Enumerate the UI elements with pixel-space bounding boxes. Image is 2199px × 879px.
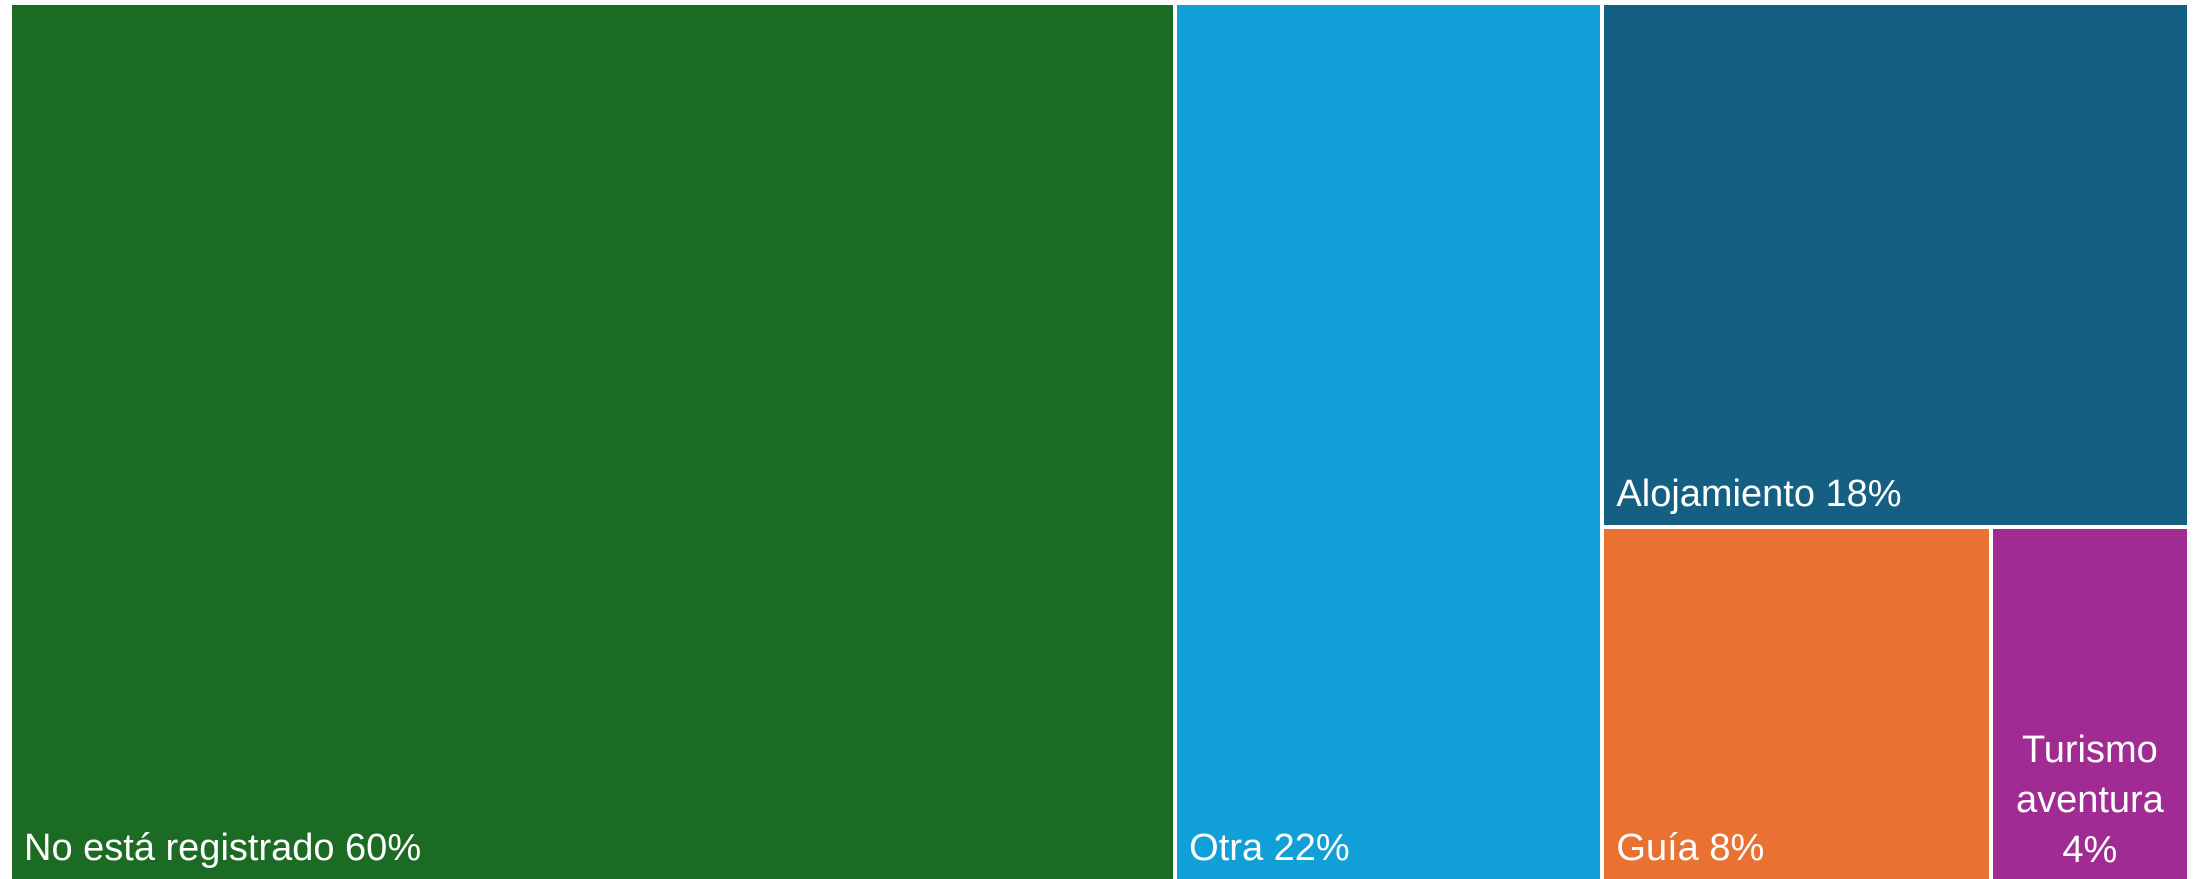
tile-turismo-aventura: Turismo aventura 4%: [1992, 529, 2187, 879]
tile-label-otra: Otra 22%: [1189, 827, 1350, 869]
tile-alojamiento: Alojamiento 18%: [1604, 5, 2187, 526]
tile-label-alojamiento: Alojamiento 18%: [1616, 473, 1902, 516]
tile-no-esta-registrado: No está registrado 60%: [12, 5, 1174, 879]
tile-label-turismo-aventura: Turismo aventura 4%: [2015, 728, 2164, 871]
tile-otra: Otra 22%: [1177, 5, 1601, 879]
tile-label-guia: Guía 8%: [1616, 826, 1765, 869]
tile-label-no-esta-registrado: No está registrado 60%: [24, 827, 422, 869]
tile-guia: Guía 8%: [1604, 529, 1989, 879]
